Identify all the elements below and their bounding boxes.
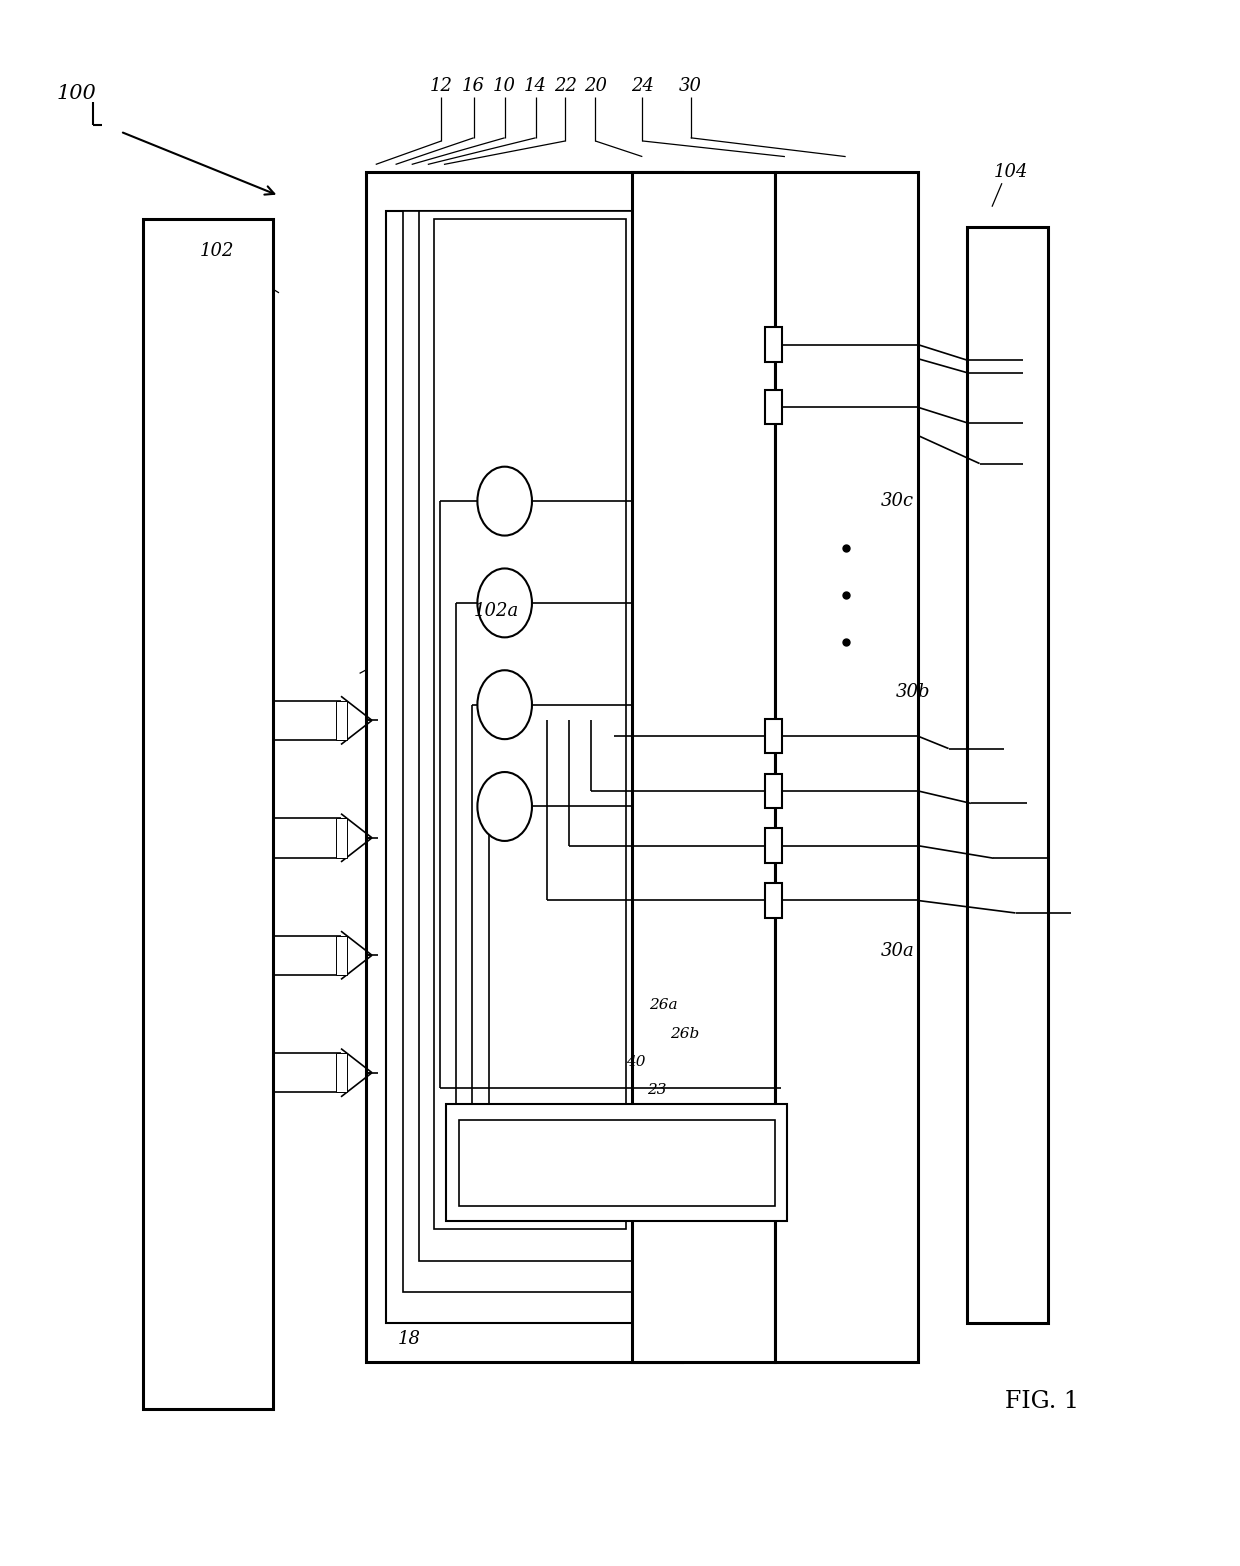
Text: 16: 16 [463, 77, 485, 96]
Text: 100: 100 [57, 85, 97, 103]
Text: 20: 20 [584, 77, 606, 96]
Bar [765, 390, 782, 424]
Bar [632, 172, 775, 1362]
Circle shape [477, 772, 532, 841]
Bar [765, 883, 782, 918]
Text: 102a: 102a [474, 601, 518, 620]
Text: FIG. 1: FIG. 1 [1004, 1391, 1079, 1413]
Bar [366, 172, 682, 1362]
Bar [775, 172, 918, 1362]
Text: 24: 24 [631, 77, 653, 96]
Bar [765, 828, 782, 863]
Circle shape [477, 467, 532, 536]
Text: 23: 23 [647, 1084, 667, 1096]
Bar [336, 817, 347, 858]
Text: 104: 104 [993, 163, 1028, 182]
Text: 40: 40 [626, 1055, 646, 1068]
Text: 30c: 30c [882, 492, 914, 511]
Text: 102: 102 [200, 241, 234, 260]
Bar [336, 935, 347, 976]
Text: 26a: 26a [649, 999, 678, 1012]
Text: 30a: 30a [880, 941, 915, 960]
Bar [765, 719, 782, 753]
Bar [336, 1052, 347, 1093]
Bar [967, 227, 1048, 1323]
Bar [419, 211, 636, 1261]
Text: 30b: 30b [895, 683, 930, 702]
Bar [765, 327, 782, 362]
Bar [143, 219, 273, 1409]
Text: 22: 22 [554, 77, 577, 96]
Bar [446, 1104, 787, 1221]
Bar [336, 700, 347, 741]
Circle shape [477, 670, 532, 739]
Bar [459, 1120, 775, 1206]
Text: 14: 14 [525, 77, 547, 96]
Bar [434, 219, 626, 1229]
Text: 12: 12 [430, 77, 453, 96]
Circle shape [477, 568, 532, 637]
Text: 26b: 26b [670, 1027, 699, 1040]
Text: 30: 30 [680, 77, 702, 96]
Text: 10: 10 [494, 77, 516, 96]
Bar [403, 211, 649, 1292]
Text: 18: 18 [398, 1330, 420, 1348]
Bar [765, 774, 782, 808]
Bar [386, 211, 663, 1323]
